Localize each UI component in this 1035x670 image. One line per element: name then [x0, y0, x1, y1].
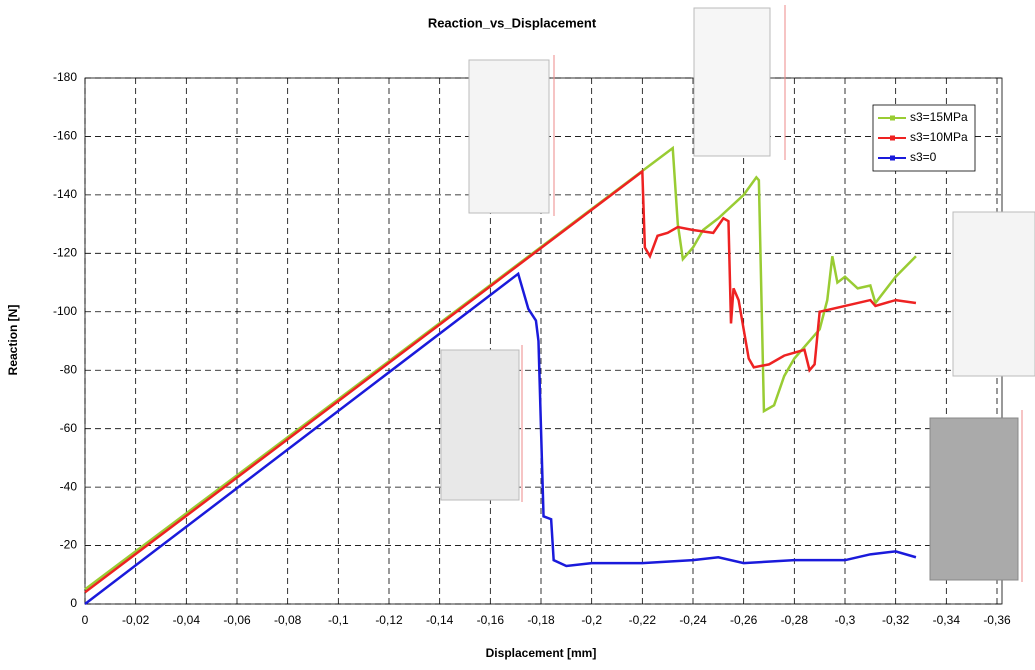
x-tick-label: -0,3: [835, 613, 856, 627]
legend-label: s3=10MPa: [910, 130, 968, 144]
y-tick-label: -60: [60, 421, 78, 435]
chart-title: Reaction_vs_Displacement: [428, 15, 597, 30]
legend-marker: [890, 136, 895, 141]
x-tick-label: -0,06: [223, 613, 251, 627]
inset-image: [469, 60, 549, 213]
x-tick-label: -0,14: [426, 613, 454, 627]
y-tick-label: -120: [53, 246, 77, 260]
x-tick-label: -0,36: [983, 613, 1011, 627]
x-tick-label: -0,04: [173, 613, 201, 627]
y-tick-label: 0: [70, 596, 77, 610]
chart: Reaction_vs_Displacement Displacement [m…: [0, 0, 1035, 665]
x-axis-label: Displacement [mm]: [486, 646, 597, 660]
inset-image: [441, 350, 519, 500]
x-tick-label: -0,12: [375, 613, 403, 627]
inset-image: [694, 8, 770, 156]
legend-label: s3=15MPa: [910, 110, 968, 124]
inset-image: [930, 418, 1018, 580]
x-tick-label: -0,32: [882, 613, 910, 627]
inset-image: [953, 212, 1035, 376]
y-tick-label: -40: [60, 479, 78, 493]
x-tick-label: -0,22: [629, 613, 657, 627]
legend-label: s3=0: [910, 150, 937, 164]
y-tick-label: -140: [53, 187, 77, 201]
y-tick-label: -180: [53, 70, 77, 84]
y-tick-label: -80: [60, 362, 78, 376]
x-tick-label: -0,28: [781, 613, 809, 627]
y-tick-label: -100: [53, 304, 77, 318]
x-tick-label: -0,18: [527, 613, 555, 627]
y-tick-label: -20: [60, 538, 78, 552]
x-tick-label: -0,08: [274, 613, 302, 627]
x-tick-label: 0: [82, 613, 89, 627]
y-axis-label: Reaction [N]: [6, 305, 20, 376]
x-tick-label: -0,2: [581, 613, 602, 627]
x-tick-label: -0,26: [730, 613, 758, 627]
legend-marker: [890, 116, 895, 121]
y-tick-label: -160: [53, 129, 77, 143]
x-tick-label: -0,02: [122, 613, 150, 627]
x-tick-label: -0,16: [477, 613, 505, 627]
x-tick-label: -0,1: [328, 613, 349, 627]
x-tick-label: -0,24: [679, 613, 707, 627]
legend-marker: [890, 156, 895, 161]
x-tick-label: -0,34: [933, 613, 961, 627]
